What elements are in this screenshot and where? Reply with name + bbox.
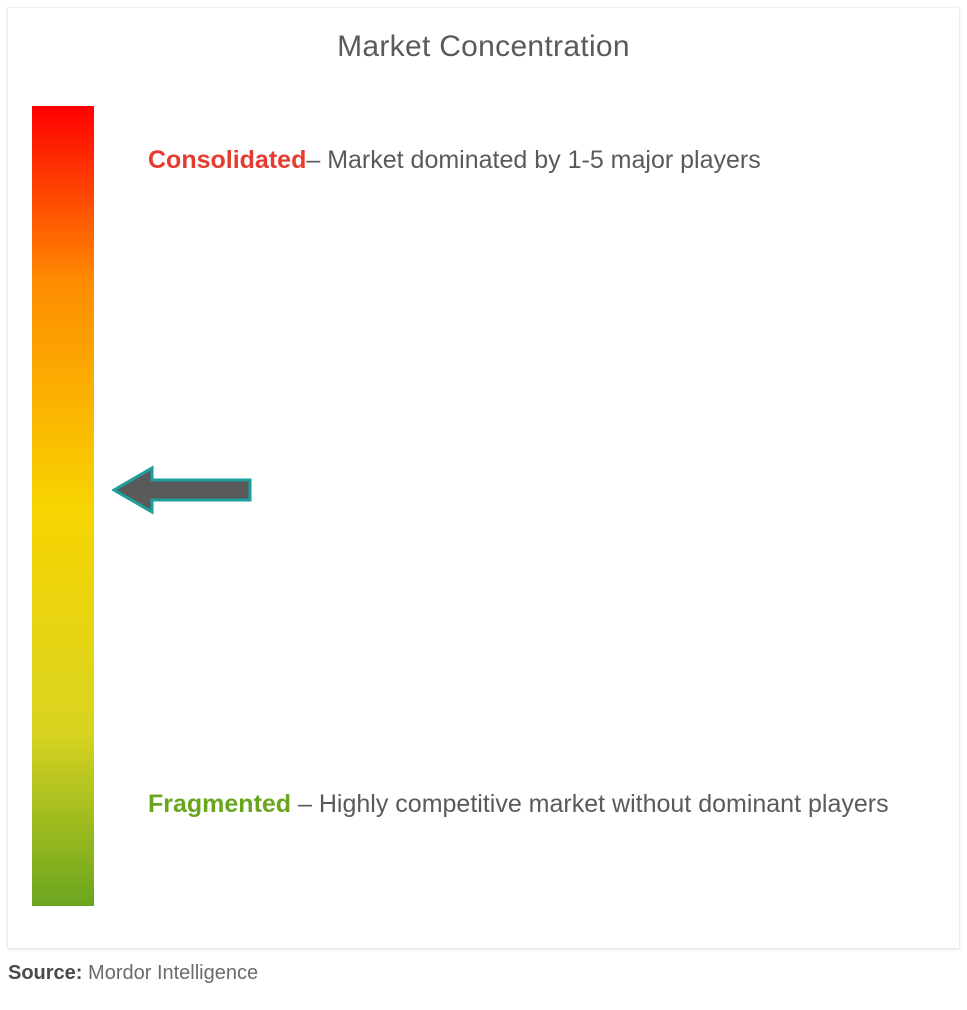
fragmented-description: Fragmented – Highly competitive market w… bbox=[148, 778, 919, 831]
position-arrow bbox=[112, 464, 252, 516]
fragmented-rest: – Highly competitive market without domi… bbox=[298, 790, 889, 818]
concentration-gradient-bar bbox=[32, 106, 94, 906]
consolidated-description: Consolidated– Market dominated by 1-5 ma… bbox=[148, 134, 919, 187]
fragmented-lead: Fragmented bbox=[148, 790, 298, 818]
concentration-card: Market Concentration Consolidated– Marke… bbox=[8, 8, 959, 948]
consolidated-rest: – Market dominated by 1-5 major players bbox=[306, 146, 760, 174]
source-line: Source: Mordor Intelligence bbox=[8, 962, 258, 985]
card-title: Market Concentration bbox=[8, 30, 959, 64]
source-value: Mordor Intelligence bbox=[88, 962, 258, 984]
arrow-icon bbox=[112, 464, 252, 516]
source-label: Source: bbox=[8, 962, 88, 984]
consolidated-lead: Consolidated bbox=[148, 146, 306, 174]
